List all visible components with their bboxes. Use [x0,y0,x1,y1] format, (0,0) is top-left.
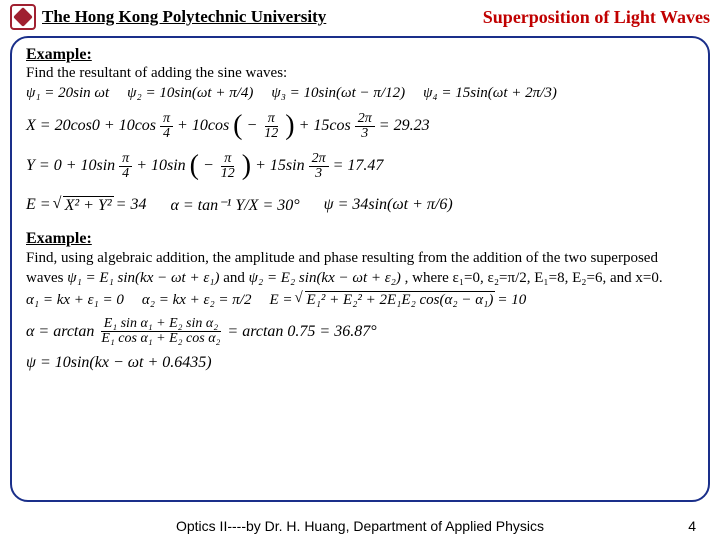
psi-result: ψ = 34sin(ωt + π/6) [324,196,453,214]
ex2-w1: ψ₁ = E₁ sin(kx − ωt + ε₁) [67,269,219,289]
footer-text: Optics II----by Dr. H. Huang, Department… [176,518,544,534]
at-n: E₁ sin α₁ + E₂ sin α₂ [101,317,221,332]
alpha2: α₂ = kx + ε₂ = π/2 [142,292,252,309]
x-f1n: π [160,112,173,127]
e-root: E = E₁² + E₂² + 2E₁E₂ cos(α₂ − α₁) = 10 [269,291,526,309]
x-mid: + 10cos [177,117,229,135]
e-lhs: E = [26,196,51,214]
y-f2n: π [221,152,234,167]
x-rhs: = 29.23 [379,117,430,135]
x-f1d: 4 [160,127,173,141]
example1-prompt: Find the resultant of adding the sine wa… [26,65,694,82]
y-f1n: π [119,152,132,167]
er-r: = 10 [497,292,526,309]
er-l: E = [269,292,292,309]
university-logo-icon [10,4,36,30]
e-val: = 34 [116,196,147,214]
x-f3d: 3 [358,127,371,141]
page-number: 4 [688,518,696,534]
alpha-equation: α = tan⁻¹ Y/X = 30° [170,195,299,215]
x-mid2: + 15cos [299,117,351,135]
example1-label: Example: [26,46,694,64]
wave-equations-row: ψ₁ = 20sin ωt ψ₂ = 10sin(ωt + π/4) ψ₃ = … [26,85,694,102]
x-f2d: 12 [261,127,281,141]
y-mid: + 10sin [136,157,185,175]
final-result: ψ = 10sin(kx − ωt + 0.6435) [26,354,694,372]
result-row: E = X² + Y² = 34 α = tan⁻¹ Y/X = 30° ψ =… [26,190,694,220]
y-f3n: 2π [309,152,329,167]
slide-topic: Superposition of Light Waves [483,7,710,28]
e-sqrt: X² + Y² [63,196,114,215]
psi4: ψ₄ = 15sin(ωt + 2π/3) [423,85,557,102]
y-rhs: = 17.47 [333,157,384,175]
alpha-row: α₁ = kx + ε₁ = 0 α₂ = kx + ε₂ = π/2 E = … [26,291,694,309]
at-d: E₁ cos α₁ + E₂ cos α₂ [98,332,223,346]
psi1: ψ₁ = 20sin ωt [26,85,109,102]
x-lhs: X = 20cos0 + 10cos [26,117,156,135]
arctan-equation: α = arctan E₁ sin α₁ + E₂ sin α₂E₁ cos α… [26,317,694,346]
alpha1: α₁ = kx + ε₁ = 0 [26,292,124,309]
er-in: E₁² + E₂² + 2E₁E₂ cos(α₂ − α₁) [305,291,496,309]
ex2-pb: , where ε₁=0, ε₂=π/2, E₁=8, E₂=6, and x=… [405,270,663,286]
y-mid2: + 15sin [255,157,304,175]
at-r: = arctan 0.75 = 36.87° [227,323,376,341]
e-equation: E = X² + Y² = 34 [26,196,146,215]
psi3: ψ₃ = 10sin(ωt − π/12) [271,85,405,102]
y-f2d: 12 [218,167,238,181]
content-frame: Example: Find the resultant of adding th… [10,36,710,502]
psi2: ψ₂ = 10sin(ωt + π/4) [127,85,253,102]
y-equation: Y = 0 + 10sin π4 + 10sin ( − π12 ) + 15s… [26,150,694,182]
y-neg: − [203,157,214,175]
y-f1d: 4 [119,167,132,181]
ex2-and: and [223,270,248,286]
x-neg: − [247,117,258,135]
x-f2n: π [265,112,278,127]
university-name: The Hong Kong Polytechnic University [42,7,326,27]
x-f3n: 2π [355,112,375,127]
x-equation: X = 20cos0 + 10cos π4 + 10cos ( − π12 ) … [26,110,694,142]
example2-label: Example: [26,230,694,248]
example2-prompt: Find, using algebraic addition, the ampl… [26,249,694,288]
y-f3d: 3 [312,167,325,181]
at-l: α = arctan [26,323,94,341]
slide-header: The Hong Kong Polytechnic University Sup… [0,0,720,34]
y-lhs: Y = 0 + 10sin [26,157,115,175]
slide-footer: Optics II----by Dr. H. Huang, Department… [0,518,720,534]
ex2-w2: ψ₂ = E₂ sin(kx − ωt + ε₂) [249,269,401,289]
